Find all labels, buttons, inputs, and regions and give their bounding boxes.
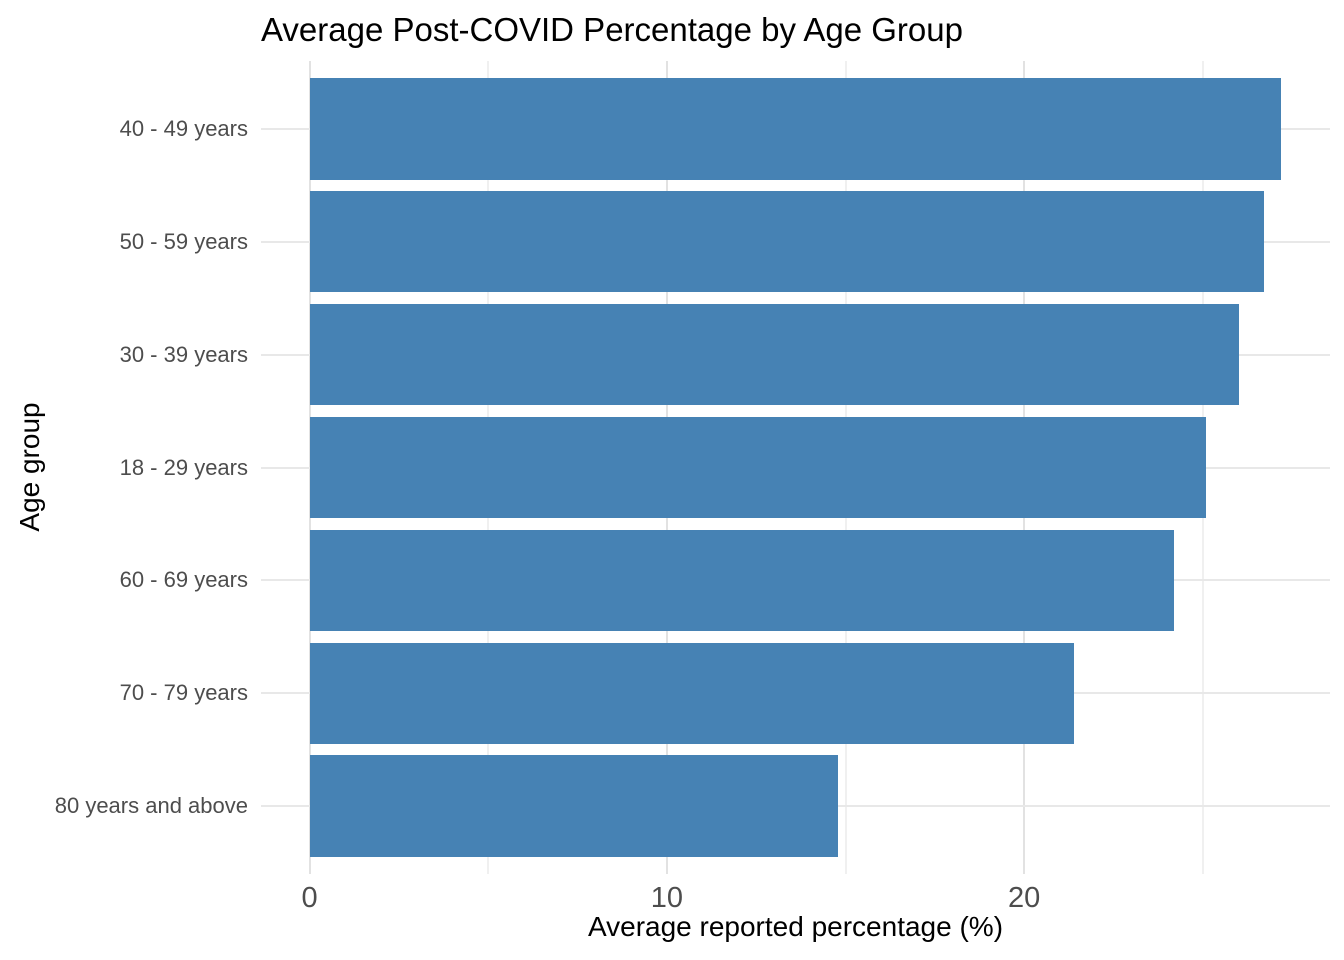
- bar: [309, 529, 1175, 632]
- bar: [309, 755, 839, 858]
- y-tick-label: 30 - 39 years: [119, 341, 248, 367]
- plot-panel: [261, 61, 1330, 874]
- bar: [309, 303, 1239, 406]
- bar: [309, 642, 1075, 745]
- y-tick-label: 40 - 49 years: [119, 115, 248, 141]
- y-axis-title: Age group: [14, 402, 45, 532]
- bar: [309, 77, 1282, 180]
- x-tick-label: 20: [1008, 882, 1041, 914]
- bar: [309, 190, 1264, 293]
- y-tick-label: 50 - 59 years: [119, 228, 248, 254]
- chart-title: Average Post-COVID Percentage by Age Gro…: [261, 11, 963, 48]
- y-tick-label: 18 - 29 years: [119, 454, 248, 480]
- x-tick-label: 10: [650, 882, 684, 914]
- y-tick-label: 70 - 79 years: [119, 680, 248, 706]
- y-tick-label: 80 years and above: [54, 793, 248, 819]
- x-tick-label: 0: [301, 882, 318, 914]
- x-axis-title: Average reported percentage (%): [587, 911, 1004, 942]
- y-tick-label: 60 - 69 years: [119, 567, 248, 593]
- bar: [309, 416, 1207, 519]
